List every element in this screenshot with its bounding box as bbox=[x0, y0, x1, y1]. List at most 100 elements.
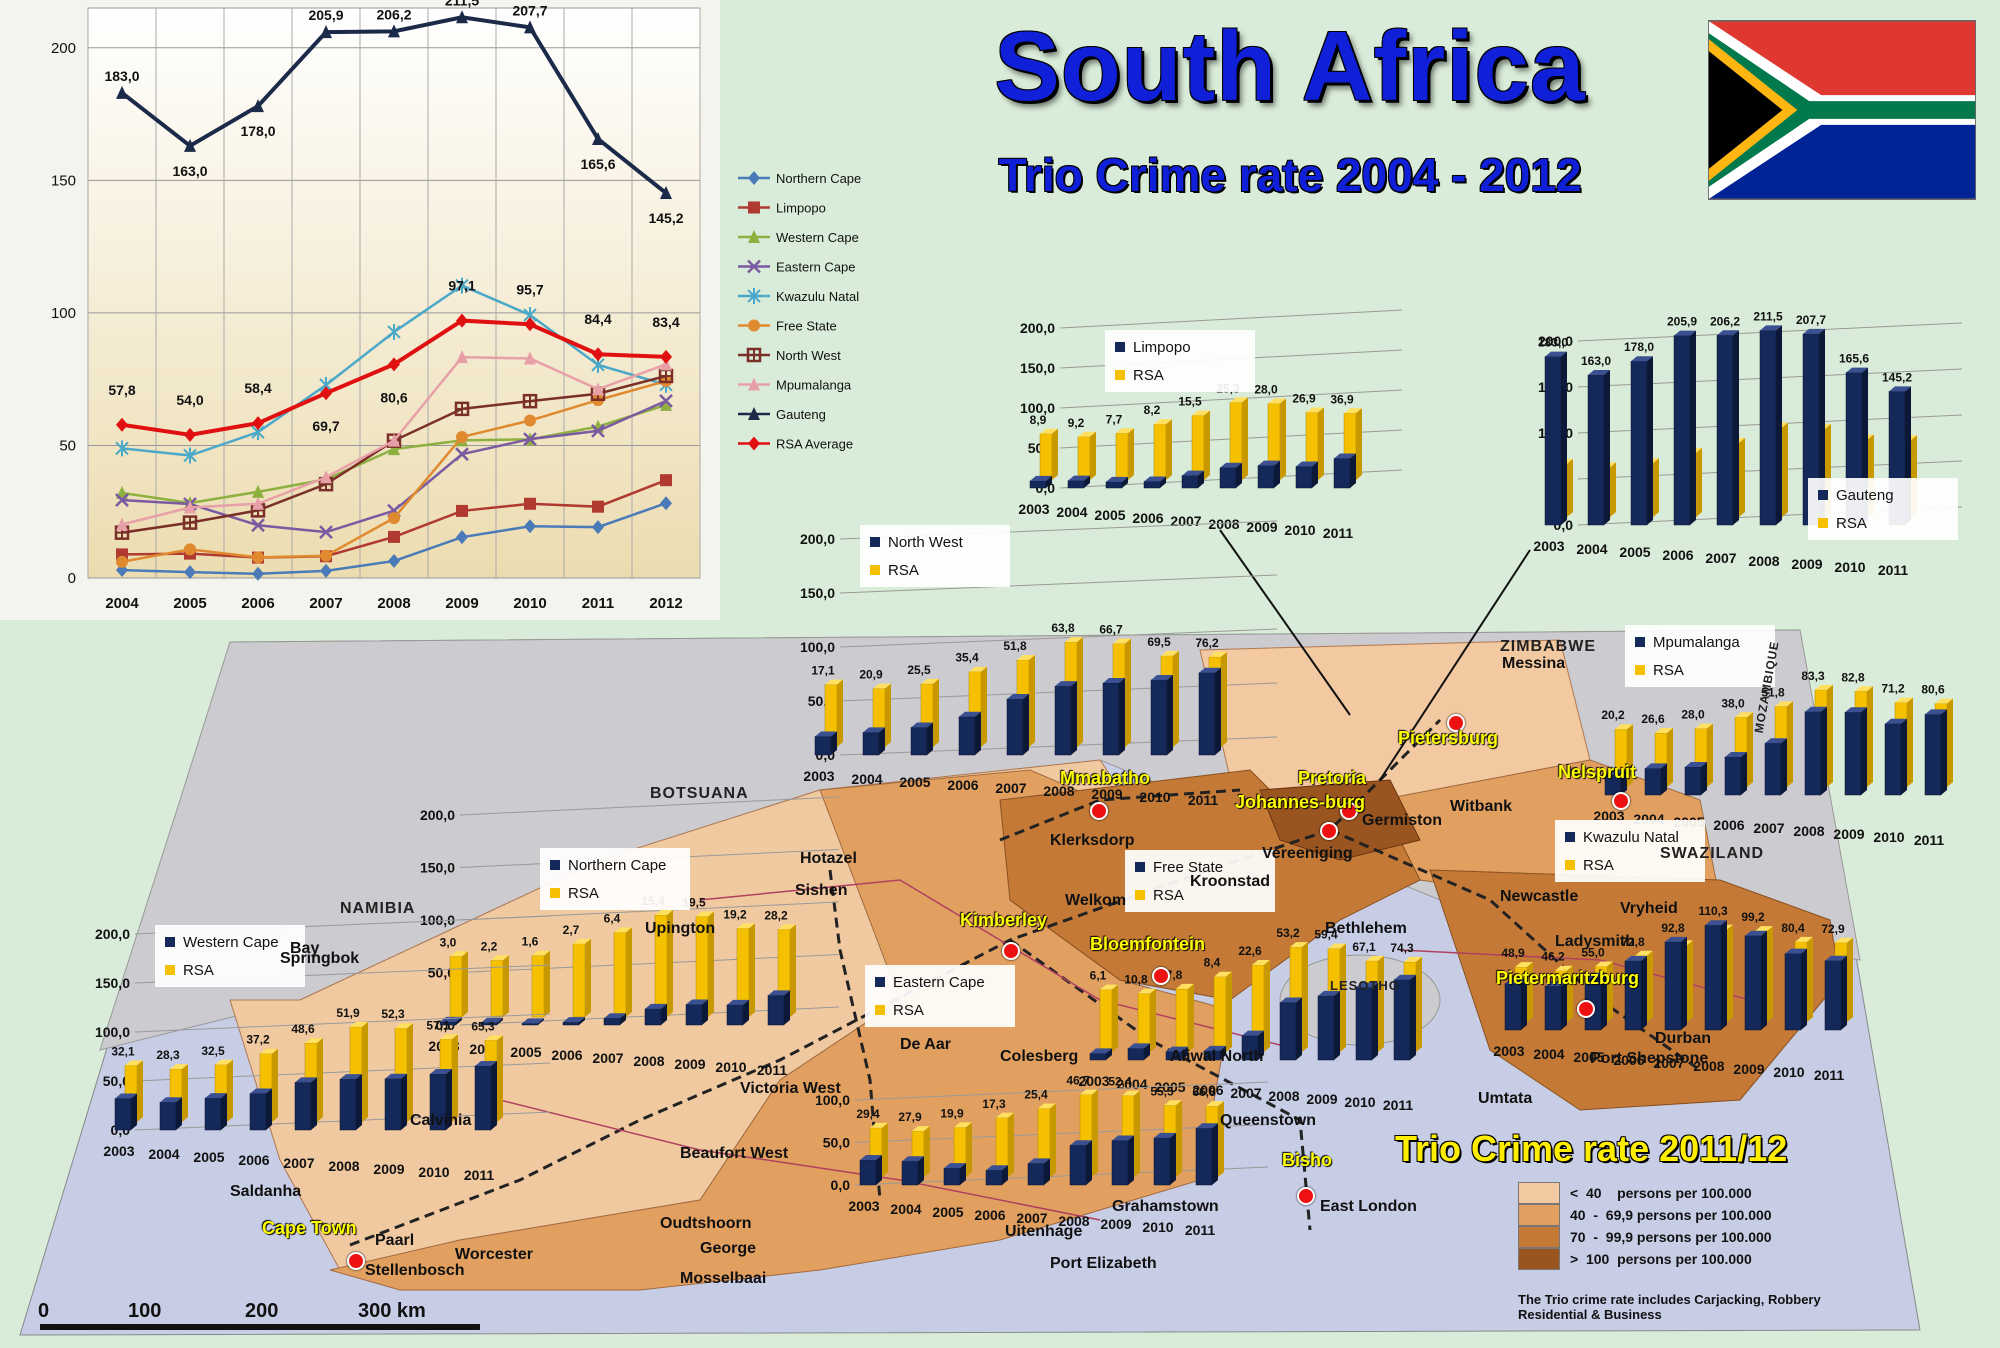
series-point bbox=[592, 131, 604, 145]
bar-rsa-side bbox=[1302, 942, 1308, 1052]
bar-province-side bbox=[1861, 707, 1867, 795]
place-label: Saldanha bbox=[230, 1183, 302, 1200]
bar-province-top bbox=[1151, 674, 1173, 680]
bar-data-label: 99,2 bbox=[1741, 910, 1765, 924]
place-label: Grahamstown bbox=[1112, 1198, 1219, 1215]
bar-province-side bbox=[356, 1074, 362, 1130]
bar-rsa bbox=[1213, 976, 1227, 1053]
legend-label: RSA bbox=[888, 562, 919, 579]
series-point bbox=[524, 351, 536, 365]
bar-province-top bbox=[1885, 718, 1907, 724]
bar-data-label: 19,9 bbox=[940, 1106, 964, 1120]
bar-rsa-side bbox=[362, 1021, 368, 1122]
bar-rsa-side bbox=[1787, 701, 1793, 787]
bar-panel-limpopo: 0,050,0100,0150,0200,08,920039,220047,72… bbox=[1018, 309, 1403, 541]
bar-data-label: 6,4 bbox=[604, 911, 621, 925]
series-point bbox=[748, 436, 760, 451]
x-tick-label: 2010 bbox=[1284, 522, 1315, 538]
legend-label: RSA bbox=[893, 1002, 924, 1019]
bar-province bbox=[1102, 682, 1120, 756]
data-label: 211,5 bbox=[445, 0, 479, 8]
bar-province bbox=[1089, 1053, 1107, 1061]
series-point bbox=[251, 518, 265, 533]
x-tick-label: 2008 bbox=[1748, 553, 1779, 569]
bar-province bbox=[114, 1098, 132, 1131]
place-label: Bay bbox=[290, 940, 320, 957]
bar-province-side bbox=[927, 722, 933, 755]
x-tick-label: 2008 bbox=[1043, 783, 1074, 799]
bar-province-top bbox=[1665, 936, 1687, 942]
bar-province bbox=[1181, 475, 1199, 489]
x-tick-label: 2011 bbox=[1188, 792, 1219, 808]
capital-label: Johannes-burg bbox=[1235, 792, 1366, 812]
bar-rsa bbox=[490, 960, 504, 1018]
series-point bbox=[456, 350, 468, 364]
bar-province-side bbox=[1198, 470, 1204, 488]
bar-province-top bbox=[1745, 930, 1767, 936]
bar-rsa-side bbox=[1150, 988, 1156, 1052]
series-point bbox=[252, 566, 264, 581]
capital-marker bbox=[1577, 1000, 1595, 1018]
bar-province-side bbox=[1023, 694, 1029, 755]
bar-data-label: 72,8 bbox=[1621, 935, 1645, 949]
series-mpumalanga bbox=[116, 350, 672, 531]
bar-province-side bbox=[1410, 974, 1416, 1060]
bar-province-top bbox=[430, 1069, 452, 1075]
series-point bbox=[524, 519, 536, 534]
country-label: NAMIBIA bbox=[340, 900, 416, 917]
bar-data-label: 82,8 bbox=[1841, 670, 1865, 684]
legend-label: North West bbox=[776, 348, 841, 363]
bar-province-top bbox=[522, 1018, 544, 1024]
bar-province-side bbox=[1334, 990, 1340, 1060]
place-label: Beaufort West bbox=[680, 1145, 789, 1162]
bar-province-side bbox=[1106, 1048, 1112, 1060]
legend-swatch bbox=[1565, 832, 1575, 842]
x-tick-label: 2010 bbox=[1834, 559, 1865, 575]
legend-box bbox=[1105, 330, 1255, 392]
country-label: LESOTHO bbox=[1330, 978, 1400, 993]
series-point bbox=[252, 99, 264, 113]
bar-rsa bbox=[572, 943, 586, 1018]
legend-swatch bbox=[1115, 370, 1125, 380]
y-tick-label: 150,0 bbox=[95, 975, 130, 991]
legend-label: RSA bbox=[568, 885, 599, 902]
legend-box bbox=[1555, 820, 1705, 882]
x-tick-label: 2008 bbox=[1058, 1213, 1089, 1229]
legend-swatch bbox=[1635, 665, 1645, 675]
y-tick-label: 50,0 bbox=[823, 1135, 850, 1151]
bar-data-label: 8,9 bbox=[1030, 413, 1047, 427]
country-label: BOTSUANA bbox=[650, 785, 749, 802]
series-eastern-cape bbox=[115, 394, 673, 540]
bar-data-label: 48,9 bbox=[1501, 946, 1525, 960]
bar-province-side bbox=[1002, 1165, 1008, 1185]
x-tick-label: 2005 bbox=[1619, 544, 1650, 560]
gridline bbox=[1059, 309, 1403, 329]
series-point bbox=[660, 496, 672, 511]
series-point bbox=[320, 386, 332, 401]
bar-province bbox=[1544, 985, 1562, 1031]
bar-province-side bbox=[1167, 674, 1173, 755]
bar-province-top bbox=[1356, 982, 1378, 988]
place-label: Witbank bbox=[1450, 798, 1513, 815]
bar-data-label: 26,9 bbox=[1292, 391, 1316, 405]
bar-data-label: 27,9 bbox=[898, 1110, 922, 1124]
south-africa-flag-icon bbox=[1708, 20, 1976, 200]
series-point bbox=[184, 543, 196, 556]
x-tick-label: 2010 bbox=[513, 595, 546, 612]
bar-data-label: 32,1 bbox=[111, 1044, 135, 1058]
bar-province-side bbox=[1296, 997, 1302, 1060]
bar-rsa-side bbox=[790, 924, 796, 1017]
y-tick-label: 50,0 bbox=[428, 965, 455, 981]
place-label: Mosselbaai bbox=[680, 1270, 767, 1287]
series-point bbox=[748, 201, 760, 214]
bar-province-side bbox=[1312, 461, 1318, 488]
place-label: Kroonstad bbox=[1190, 873, 1270, 890]
legend-label: < 40 persons per 100.000 bbox=[1570, 1185, 1752, 1201]
bar-province-top bbox=[250, 1088, 272, 1094]
bar-province-side bbox=[1071, 681, 1077, 755]
bar-province bbox=[901, 1161, 919, 1186]
bar-province-side bbox=[1372, 982, 1378, 1060]
bar-province-side bbox=[176, 1097, 182, 1130]
bar-province-top bbox=[815, 731, 837, 737]
legend-box bbox=[865, 965, 1015, 1027]
